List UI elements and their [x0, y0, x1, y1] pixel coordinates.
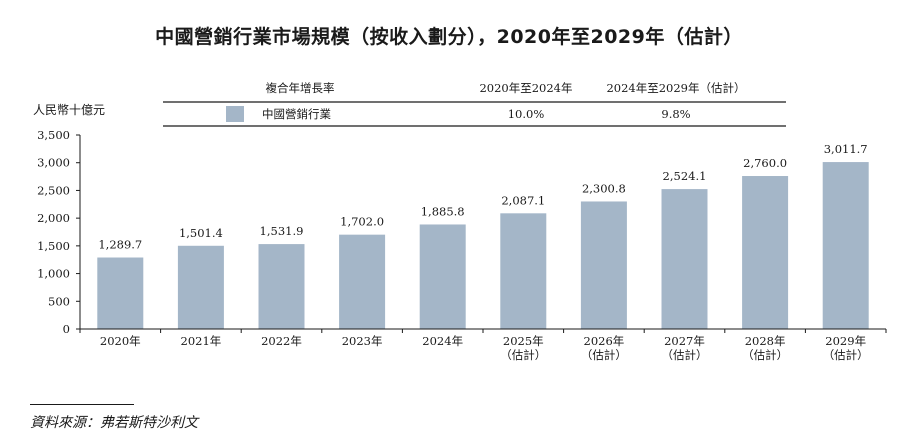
x-tick-label: 2029年 [825, 334, 866, 348]
x-tick-label: 2024年 [422, 334, 463, 348]
data-label: 2,524.1 [663, 169, 707, 183]
bar [177, 245, 224, 329]
y-axis-label: 人民幣十億元 [33, 103, 105, 117]
data-label: 1,289.7 [98, 238, 142, 252]
data-label: 1,702.0 [340, 215, 384, 229]
x-tick-label: （估計） [581, 348, 627, 362]
x-tick-label: 2022年 [261, 334, 302, 348]
y-tick-label: 2,000 [37, 211, 70, 225]
x-tick-label: 2028年 [745, 334, 786, 348]
data-label: 2,760.0 [743, 156, 787, 170]
cagr-column-header: 2024年至2029年（估計） [606, 81, 745, 95]
bar [258, 244, 305, 329]
cagr-value: 10.0% [508, 107, 545, 121]
bar [500, 213, 547, 329]
x-tick-label: 2023年 [342, 334, 383, 348]
bar [822, 162, 869, 329]
legend-label: 中國營銷行業 [262, 107, 331, 121]
bar [580, 201, 627, 329]
y-axis: 人民幣十億元 0 500 1,000 1,500 2,000 2,500 3,000 3,500 [33, 103, 105, 336]
data-label: 1,885.8 [421, 204, 465, 218]
bars: 1,289.7 1,501.4 1,531.9 1,702.0 1,885.8 2,087… [97, 142, 869, 329]
x-tick-label: 2026年 [584, 334, 625, 348]
cagr-column-header: 2020年至2024年 [479, 81, 572, 95]
cagr-value: 9.8% [661, 107, 690, 121]
data-label: 3,011.7 [824, 142, 868, 156]
y-tick-label: 500 [48, 294, 70, 308]
data-label: 1,531.9 [260, 224, 304, 238]
data-label: 2,087.1 [501, 193, 545, 207]
data-label: 1,501.4 [179, 226, 223, 240]
source-note: 資料來源：弗若斯特沙利文 [30, 415, 198, 431]
y-tick-label: 3,000 [37, 156, 70, 170]
bar [339, 234, 386, 329]
source-divider [30, 404, 134, 405]
cagr-table: 複合年增長率 2020年至2024年 2024年至2029年（估計） 中國營銷行業 10… [163, 81, 786, 127]
x-tick-label: 2020年 [100, 334, 141, 348]
x-tick-label: 2025年 [503, 334, 544, 348]
y-tick-label: 3,500 [37, 128, 70, 142]
bar [661, 189, 708, 329]
x-tick-label: （估計） [500, 348, 546, 362]
bar [742, 176, 789, 329]
bar [419, 224, 466, 329]
x-tick-label: 2027年 [664, 334, 705, 348]
bar [97, 257, 144, 329]
y-tick-label: 0 [63, 322, 70, 336]
y-tick-label: 1,500 [37, 239, 70, 253]
x-axis: 2020年 2021年 2022年 2023年 2024年 2025年（估計）2026年（… [79, 328, 887, 362]
cagr-header: 複合年增長率 [266, 81, 335, 95]
data-label: 2,300.8 [582, 181, 626, 195]
x-tick-label: 2021年 [181, 334, 222, 348]
y-tick-label: 2,500 [37, 183, 70, 197]
chart-title: 中國營銷行業市場規模（按收入劃分），2020年至2029年（估計） [155, 26, 743, 48]
y-tick-label: 1,000 [37, 267, 70, 281]
x-tick-label: （估計） [823, 348, 869, 362]
x-tick-label: （估計） [662, 348, 708, 362]
legend-swatch [226, 106, 244, 122]
x-tick-label: （估計） [742, 348, 788, 362]
